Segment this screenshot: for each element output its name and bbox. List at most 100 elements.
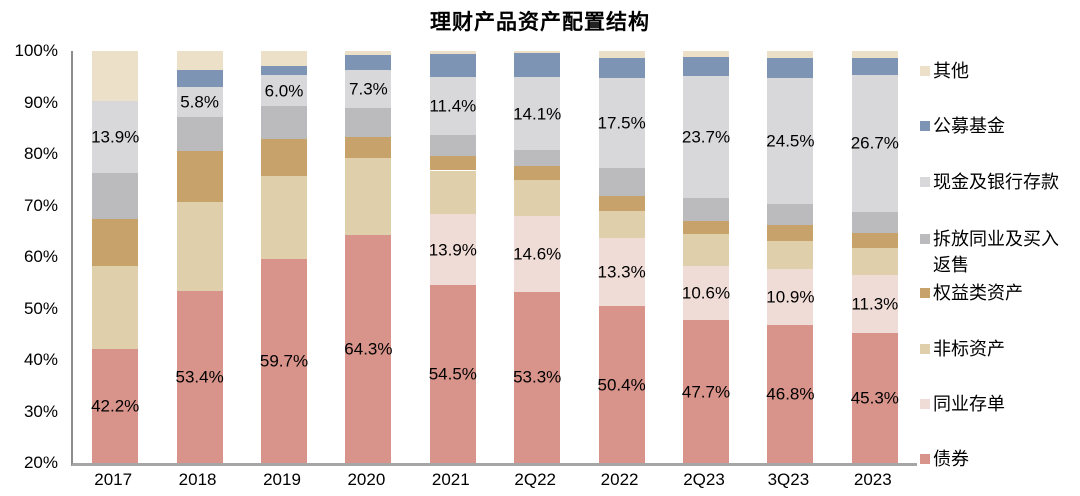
legend-swatch-icon (920, 454, 930, 464)
data-label-interbank-cd: 14.6% (513, 244, 562, 264)
segment-public-funds (683, 57, 729, 77)
data-label-interbank-cd: 10.9% (766, 287, 815, 307)
segment-interbank-lending-repo (514, 149, 561, 166)
segment-interbank-cd (598, 237, 645, 307)
segment-bonds (176, 291, 223, 463)
legend-label: 权益类资产 (933, 283, 1023, 303)
segment-bonds (261, 258, 307, 463)
segment-equity-assets (261, 138, 307, 176)
segment-equity-assets (851, 232, 898, 248)
segment-interbank-cd (683, 265, 729, 321)
segment-cash-bank-deposits (429, 76, 476, 136)
legend-label: 现金及银行存款 (933, 172, 1059, 192)
data-label-cash-bank-deposits: 23.7% (681, 127, 731, 147)
x-tick-label-2022: 2022 (600, 470, 639, 489)
segment-equity-assets (598, 196, 645, 212)
y-tick-label: 40% (23, 350, 58, 369)
segment-bonds (683, 320, 729, 463)
segment-cash-bank-deposits (92, 100, 139, 173)
legend: 其他公募基金现金及银行存款拆放同业及买入返售权益类资产非标资产同业存单债券 (920, 0, 1078, 496)
data-label-cash-bank-deposits: 26.7% (850, 133, 899, 153)
x-tick-label-2Q22: 2Q22 (514, 470, 556, 489)
segment-nonstandard-assets (429, 170, 476, 214)
segment-public-funds (514, 53, 561, 78)
segment-other (92, 51, 139, 101)
segment-nonstandard-assets (92, 266, 139, 349)
data-label-bonds: 47.7% (681, 382, 731, 402)
segment-bonds (851, 332, 898, 463)
legend-item-public-funds: 公募基金 (920, 113, 1073, 139)
bar-2017: 42.2% 13.9% (91, 51, 139, 463)
legend-item-interbank-lending-repo: 拆放同业及买入返售 (920, 226, 1073, 278)
segment-nonstandard-assets (345, 157, 392, 235)
segment-equity-assets (514, 165, 561, 180)
data-label-cash-bank-deposits: 24.5% (766, 131, 815, 151)
segment-other (851, 51, 898, 59)
segment-public-funds (345, 54, 392, 71)
data-label-bonds: 59.7% (259, 351, 309, 371)
data-label-bonds: 45.3% (850, 388, 899, 408)
x-tick-label-2023: 2023 (853, 470, 892, 489)
legend-item-bonds: 债券 (920, 446, 1073, 472)
bar-2Q22: 53.3% 14.6% 14.1% (513, 51, 562, 463)
segment-interbank-lending-repo (92, 172, 139, 219)
segment-public-funds (261, 66, 307, 76)
data-label-cash-bank-deposits: 11.4% (429, 96, 477, 116)
segment-nonstandard-assets (683, 234, 729, 266)
y-tick-label: 90% (23, 92, 58, 112)
y-tick-label: 100% (14, 41, 58, 60)
legend-swatch-icon (920, 288, 930, 298)
legend-swatch-icon (920, 399, 930, 409)
y-tick-label: 80% (23, 144, 58, 163)
legend-item-interbank-cd: 同业存单 (920, 391, 1073, 417)
legend-label: 同业存单 (933, 394, 1005, 414)
segment-interbank-cd (851, 274, 898, 333)
legend-label: 其他 (933, 61, 969, 81)
segment-public-funds (598, 57, 645, 79)
segment-interbank-lending-repo (851, 212, 898, 233)
segment-bonds (92, 348, 139, 463)
y-tick-label: 20% (23, 453, 58, 472)
y-tick-label: 70% (23, 195, 58, 215)
segment-interbank-cd (767, 268, 814, 325)
data-label-interbank-cd: 13.3% (597, 262, 646, 282)
chart-title: 理财产品资产配置结构 (430, 11, 650, 34)
bar-2Q23: 47.7% 10.6% 23.7% (681, 51, 731, 463)
data-label-bonds: 53.3% (513, 367, 562, 387)
segment-interbank-lending-repo (683, 198, 729, 221)
x-tick-label-3Q23: 3Q23 (767, 470, 810, 489)
bar-3Q23: 46.8% 10.9% 24.5% (766, 51, 815, 463)
segment-other (598, 51, 645, 58)
segment-interbank-lending-repo (345, 107, 392, 137)
plot-area: 42.2% 13.9% 53.4% 5.8% 59.7% 6.0% 64.3% 7.3% 54.… (71, 51, 917, 466)
data-label-interbank-cd: 13.9% (428, 240, 477, 260)
x-tick-label-2020: 2020 (347, 470, 386, 489)
segment-other (345, 51, 392, 55)
bar-2019: 59.7% 6.0% (259, 51, 309, 463)
segment-equity-assets (767, 225, 814, 241)
x-tick-label-2017: 2017 (94, 470, 133, 489)
data-label-cash-bank-deposits: 6.0% (264, 81, 304, 101)
y-tick-label: 60% (23, 247, 58, 266)
segment-equity-assets (176, 150, 223, 202)
bar-2018: 53.4% 5.8% (175, 51, 224, 463)
data-label-cash-bank-deposits: 14.1% (513, 104, 562, 124)
segment-interbank-lending-repo (176, 116, 223, 151)
segment-other (767, 51, 814, 58)
y-tick-label: 50% (23, 298, 58, 318)
segment-other (683, 51, 729, 58)
legend-item-other: 其他 (920, 58, 1073, 84)
segment-nonstandard-assets (514, 179, 561, 217)
segment-cash-bank-deposits (683, 76, 729, 199)
segment-bonds (429, 285, 476, 463)
segment-other (429, 51, 476, 55)
legend-swatch-icon (920, 66, 930, 76)
data-label-bonds: 50.4% (597, 375, 646, 395)
segment-public-funds (429, 54, 476, 77)
legend-label: 公募基金 (933, 116, 1005, 136)
data-label-bonds: 46.8% (766, 384, 815, 404)
legend-label: 非标资产 (933, 339, 1005, 359)
segment-equity-assets (683, 220, 729, 235)
segment-other (261, 51, 307, 67)
